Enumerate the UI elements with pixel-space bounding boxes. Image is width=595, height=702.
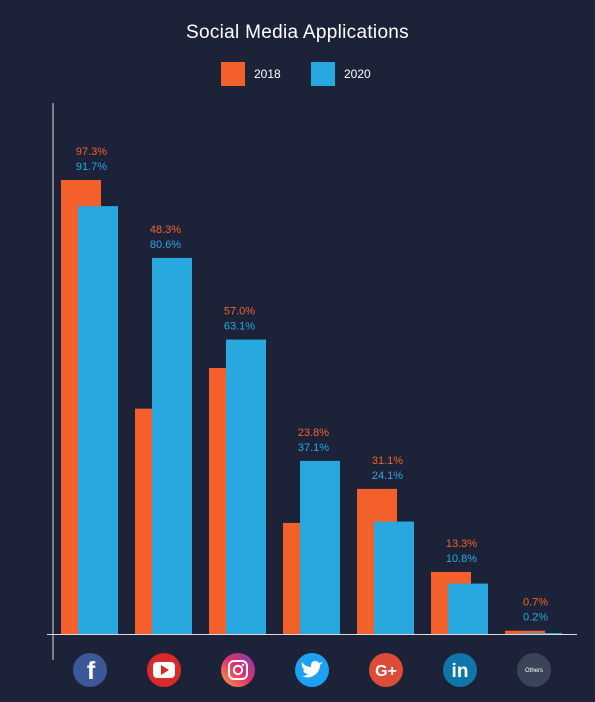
bar-2020-linkedin: [448, 583, 488, 634]
bar-2020-twitter: [300, 460, 340, 634]
bar-2018-others: [505, 630, 545, 634]
data-label-2018-facebook: 97.3%: [76, 146, 107, 158]
data-label-2020-linkedin: 10.8%: [446, 553, 477, 565]
legend-label-2018: 2018: [254, 67, 281, 81]
legend-item-2018: 2018: [221, 62, 281, 86]
legend-swatch-2018: [221, 62, 245, 86]
bar-2020-others: [522, 633, 562, 634]
others-icon-label: Others: [525, 668, 543, 674]
instagram-icon: [221, 653, 255, 687]
data-label-2020-instagram: 63.1%: [224, 321, 255, 333]
data-label-2018-google-: 31.1%: [372, 455, 403, 467]
data-label-2018-linkedin: 13.3%: [446, 538, 477, 550]
facebook-icon: f: [73, 653, 107, 687]
data-label-2018-others: 0.7%: [523, 597, 548, 609]
svg-text:G+: G+: [375, 663, 397, 680]
svg-text:f: f: [87, 657, 96, 685]
data-label-2020-google-: 24.1%: [372, 470, 403, 482]
data-label-2020-twitter: 37.1%: [298, 442, 329, 454]
bar-2020-youtube: [152, 257, 192, 634]
bar-2020-google-: [374, 521, 414, 634]
legend-swatch-2020: [311, 62, 335, 86]
linkedin-icon: in: [443, 653, 477, 687]
data-label-2020-youtube: 80.6%: [150, 239, 181, 251]
chart-title: Social Media Applications: [186, 22, 409, 43]
data-label-2018-youtube: 48.3%: [150, 224, 181, 236]
bar-2020-facebook: [78, 206, 118, 634]
data-label-2018-instagram: 57.0%: [224, 306, 255, 318]
others-icon: Others: [517, 653, 551, 687]
data-label-2020-others: 0.2%: [523, 612, 548, 624]
data-label-2018-twitter: 23.8%: [298, 427, 329, 439]
data-label-2020-facebook: 91.7%: [76, 161, 107, 173]
svg-text:in: in: [452, 661, 469, 682]
bar-2020-instagram: [226, 339, 266, 634]
youtube-icon: [147, 653, 181, 687]
google-plus-icon: G+: [369, 653, 403, 687]
twitter-icon: [295, 653, 329, 687]
legend-item-2020: 2020: [311, 62, 371, 86]
legend-label-2020: 2020: [344, 67, 371, 81]
